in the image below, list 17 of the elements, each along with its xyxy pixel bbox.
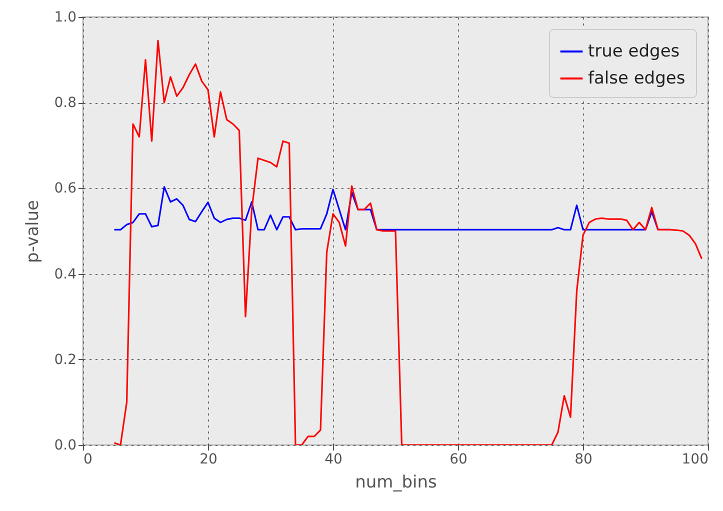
x-tick-label: 20 [200, 452, 218, 468]
x-tick-label: 60 [450, 452, 468, 468]
y-tick-label: 0.4 [54, 266, 77, 282]
y-tick-label: 0.8 [54, 95, 76, 112]
x-tick-label: 100 [682, 452, 708, 468]
x-axis-title: num_bins [355, 472, 438, 492]
x-tick-label: 40 [324, 452, 342, 468]
legend-label: false edges [588, 68, 686, 88]
y-tick-label: 0.2 [54, 352, 76, 368]
y-tick-label: 0.0 [54, 438, 76, 454]
line-series [113, 40, 703, 445]
x-tick-label: 0 [84, 452, 92, 468]
legend-label: true edges [588, 42, 680, 62]
y-tick-label: 0.6 [54, 180, 77, 197]
y-axis-title: p-value [23, 200, 44, 263]
x-tick-label: 80 [574, 452, 592, 468]
y-tick-label: 1.0 [54, 10, 76, 26]
